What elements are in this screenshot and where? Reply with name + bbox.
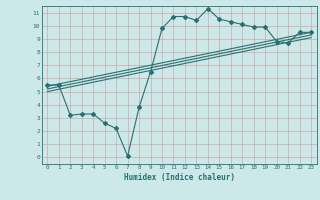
X-axis label: Humidex (Indice chaleur): Humidex (Indice chaleur) bbox=[124, 173, 235, 182]
